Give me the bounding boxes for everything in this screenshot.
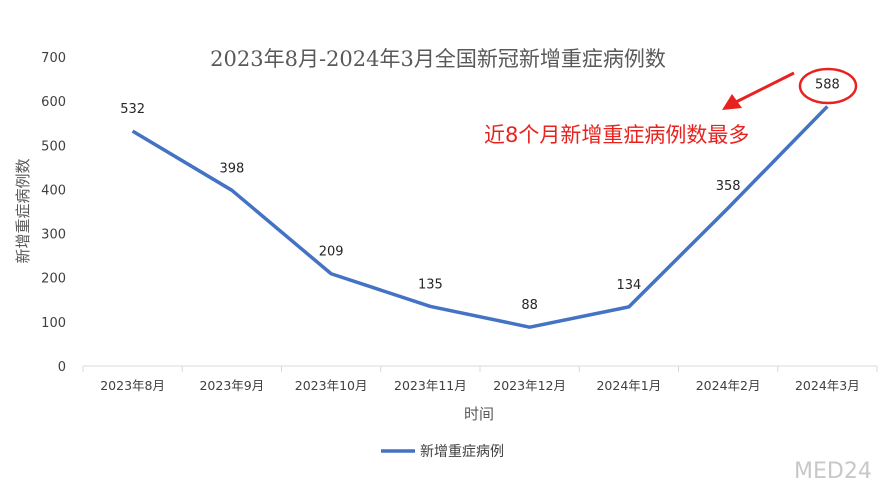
x-axis-label: 时间 — [464, 405, 494, 423]
data-label: 532 — [120, 102, 145, 117]
x-tick-label: 2023年12月 — [493, 378, 566, 393]
annotation-arrow — [722, 71, 795, 110]
x-tick-label: 2023年8月 — [100, 378, 165, 393]
x-axis: 2023年8月 2023年9月 2023年10月 2023年11月 2023年12月 20… — [82, 366, 878, 393]
x-tick-label: 2023年11月 — [394, 378, 467, 393]
legend-label: 新增重症病例 — [420, 444, 504, 460]
y-tick-label: 300 — [41, 228, 66, 243]
x-tick-label: 2024年2月 — [696, 378, 761, 393]
annotation-text: 近8个月新增重症病例数最多 — [484, 123, 749, 147]
data-labels: 532 398 209 135 88 134 358 588 — [120, 77, 840, 313]
y-tick-label: 200 — [41, 272, 66, 287]
data-label: 588 — [815, 77, 840, 92]
x-tick-label: 2023年10月 — [295, 378, 368, 393]
data-label: 398 — [219, 161, 244, 176]
y-axis: 0 100 200 300 400 500 600 700 — [41, 51, 66, 375]
data-label: 358 — [716, 179, 741, 194]
y-tick-label: 0 — [58, 360, 66, 375]
legend: 新增重症病例 — [381, 444, 504, 460]
chart-title: 2023年8月-2024年3月全国新冠新增重症病例数 — [210, 47, 666, 71]
watermark: MED24 — [794, 459, 872, 484]
data-label: 135 — [418, 277, 443, 292]
y-tick-label: 100 — [41, 316, 66, 331]
x-tick-label: 2024年1月 — [596, 378, 661, 393]
y-tick-label: 600 — [41, 95, 66, 110]
data-label: 88 — [521, 298, 538, 313]
y-tick-label: 700 — [41, 51, 66, 66]
x-tick-label: 2023年9月 — [199, 378, 264, 393]
data-label: 209 — [319, 245, 344, 260]
y-axis-label: 新增重症病例数 — [14, 158, 32, 263]
y-tick-label: 500 — [41, 139, 66, 154]
series-line-new-severe-cases — [131, 105, 829, 329]
data-label: 134 — [616, 278, 641, 293]
y-tick-label: 400 — [41, 183, 66, 198]
x-tick-label: 2024年3月 — [795, 378, 860, 393]
highlight-circle — [798, 67, 858, 105]
